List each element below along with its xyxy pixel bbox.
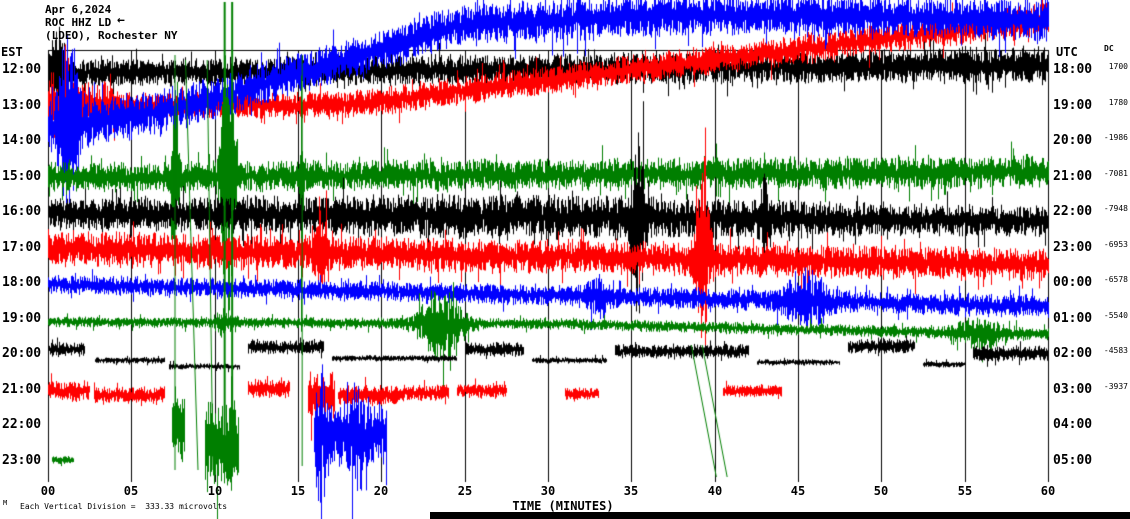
header-date: Apr 6,2024 [45, 3, 112, 16]
x-tick-label: 35 [623, 484, 639, 498]
est-label: 16:00 [2, 204, 42, 219]
dc-value: -5540 [1103, 311, 1128, 320]
header-station: ROC HHZ LD [45, 16, 112, 29]
x-tick-label: 60 [1040, 484, 1056, 498]
utc-label: 02:00 [1053, 346, 1093, 361]
utc-label: 19:00 [1053, 98, 1093, 113]
dc-value: 1780 [1108, 98, 1128, 107]
utc-label: 18:00 [1053, 62, 1093, 77]
left-axis-title: EST [1, 45, 23, 59]
x-tick-label: 05 [123, 484, 139, 498]
dc-value: -3937 [1103, 382, 1128, 391]
utc-label: 22:00 [1053, 204, 1093, 219]
est-label: 20:00 [2, 346, 42, 361]
utc-label: 03:00 [1053, 382, 1093, 397]
dc-value: -7948 [1103, 204, 1128, 213]
est-label: 23:00 [2, 453, 42, 468]
est-label: 14:00 [2, 133, 42, 148]
utc-label: 01:00 [1053, 311, 1093, 326]
dc-value: -6578 [1103, 275, 1128, 284]
right-axis-title: UTC [1056, 45, 1078, 59]
dc-value: -4583 [1103, 346, 1128, 355]
utc-label: 04:00 [1053, 417, 1093, 432]
x-tick-label: 15 [290, 484, 306, 498]
utc-label: 00:00 [1053, 275, 1093, 290]
est-label: 19:00 [2, 311, 42, 326]
est-label: 12:00 [2, 62, 42, 77]
est-label: 15:00 [2, 169, 42, 184]
est-label: 21:00 [2, 382, 42, 397]
dc-value: -6953 [1103, 240, 1128, 249]
dc-axis-title: DC [1104, 44, 1114, 53]
scale-footnote: Each Vertical Division = 333.33 microvol… [20, 502, 228, 511]
est-label: 18:00 [2, 275, 42, 290]
dc-value: -7081 [1103, 169, 1128, 178]
x-tick-label: 30 [540, 484, 556, 498]
x-tick-label: 00 [40, 484, 56, 498]
est-label: 22:00 [2, 417, 42, 432]
x-tick-label: 55 [957, 484, 973, 498]
dc-value: -1986 [1103, 133, 1128, 142]
x-tick-label: 25 [457, 484, 473, 498]
est-label: 17:00 [2, 240, 42, 255]
current-trace-arrow-icon: ← [117, 13, 125, 28]
corner-mark: M [3, 499, 8, 507]
x-tick-label: 10 [207, 484, 223, 498]
utc-label: 21:00 [1053, 169, 1093, 184]
bottom-black-bar [430, 512, 1130, 519]
x-tick-label: 45 [790, 484, 806, 498]
x-tick-label: 40 [707, 484, 723, 498]
utc-label: 20:00 [1053, 133, 1093, 148]
utc-label: 23:00 [1053, 240, 1093, 255]
x-tick-label: 20 [373, 484, 389, 498]
dc-value: 1700 [1108, 62, 1128, 71]
est-label: 13:00 [2, 98, 42, 113]
x-axis-title: TIME (MINUTES) [512, 499, 614, 513]
header-location: (LDEO), Rochester NY [45, 29, 178, 42]
utc-label: 05:00 [1053, 453, 1093, 468]
x-tick-label: 50 [873, 484, 889, 498]
